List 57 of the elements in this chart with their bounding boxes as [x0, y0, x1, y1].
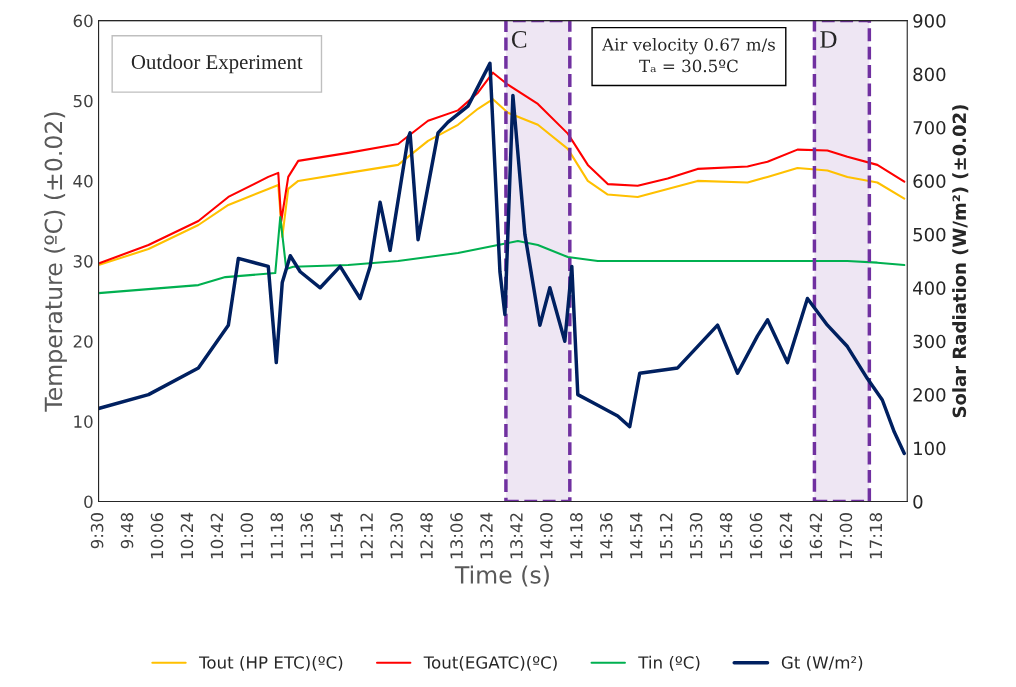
x-tick-label: 11:18	[270, 513, 284, 559]
legend-label: Tin (ºC)	[638, 655, 700, 671]
x-tick-label: 12:12	[360, 513, 373, 559]
y-tick-label: 20	[73, 335, 93, 348]
x-tick-label: 17:00	[839, 513, 853, 559]
x-tick-label: 10:06	[150, 512, 164, 559]
y2-tick-label: 800	[913, 67, 946, 82]
y2-tick-label: 300	[913, 334, 946, 349]
y-axis-title: Temperature (ºC) (±0.02)	[44, 112, 67, 412]
band-label: C	[511, 31, 527, 48]
y2-tick-label: 700	[913, 120, 946, 135]
y-tick-label: 0	[84, 495, 93, 509]
x-tick-label: 13:24	[480, 512, 493, 559]
legend-label: Gt (W/m²)	[781, 655, 863, 671]
x-tick-label: 12:30	[390, 513, 403, 559]
annotation: Tₐ = 30.5ºC	[639, 59, 738, 73]
x-tick-label: 11:00	[240, 513, 254, 559]
x-tick-label: 16:42	[809, 513, 823, 559]
x-tick-label: 16:06	[749, 512, 763, 559]
y2-tick-label: 200	[913, 388, 946, 402]
x-tick-label: 10:42	[210, 513, 224, 559]
x-tick-label: 14:18	[570, 513, 583, 559]
x-tick-label: 9:48	[120, 513, 134, 549]
x-tick-label: 12:48	[420, 513, 433, 559]
x-tick-label: 11:54	[330, 512, 344, 559]
line-series	[98, 215, 906, 295]
x-tick-label: 9:30	[90, 513, 104, 549]
x-tick-label: 14:00	[540, 513, 553, 559]
x-tick-label: 17:18	[869, 513, 883, 559]
y2-tick-label: 100	[914, 441, 946, 456]
y2-tick-label: 0	[913, 494, 923, 509]
y-tick-label: 30	[73, 255, 93, 268]
y-tick-label: 50	[73, 94, 93, 108]
x-tick-label: 16:24	[779, 512, 793, 559]
legend-label: Tout(EGATC)(ºC)	[423, 655, 557, 671]
y-tick-label: 60	[73, 14, 93, 28]
x-tick-label: 15:30	[689, 513, 703, 559]
y-tick-label: 40	[73, 174, 93, 188]
y2-tick-label: 400	[913, 281, 946, 295]
x-tick-label: 13:42	[510, 513, 523, 559]
x-tick-label: 15:48	[719, 513, 733, 559]
x-axis-title: Time (s)	[454, 565, 549, 587]
y2-tick-label: 600	[913, 174, 946, 189]
x-tick-label: 13:06	[450, 512, 463, 559]
y2-tick-label: 900	[913, 14, 946, 28]
y-tick-label: 10	[74, 415, 93, 428]
annotation: Outdoor Experiment	[131, 54, 303, 74]
x-tick-label: 15:12	[659, 513, 673, 559]
legend-label: Tout (HP ETC)(ºC)	[198, 655, 343, 671]
band-label: D	[820, 31, 837, 48]
x-tick-label: 10:24	[180, 512, 194, 559]
x-tick-label: 14:36	[599, 512, 613, 559]
y2-tick-label: 500	[913, 227, 946, 242]
x-tick-label: 14:54	[630, 512, 643, 559]
y2-axis-title: Solar Radiation (W/m²) (±0.02)	[952, 105, 969, 418]
x-tick-label: 11:36	[300, 512, 314, 559]
annotation: Air velocity 0.67 m/s	[601, 37, 775, 55]
